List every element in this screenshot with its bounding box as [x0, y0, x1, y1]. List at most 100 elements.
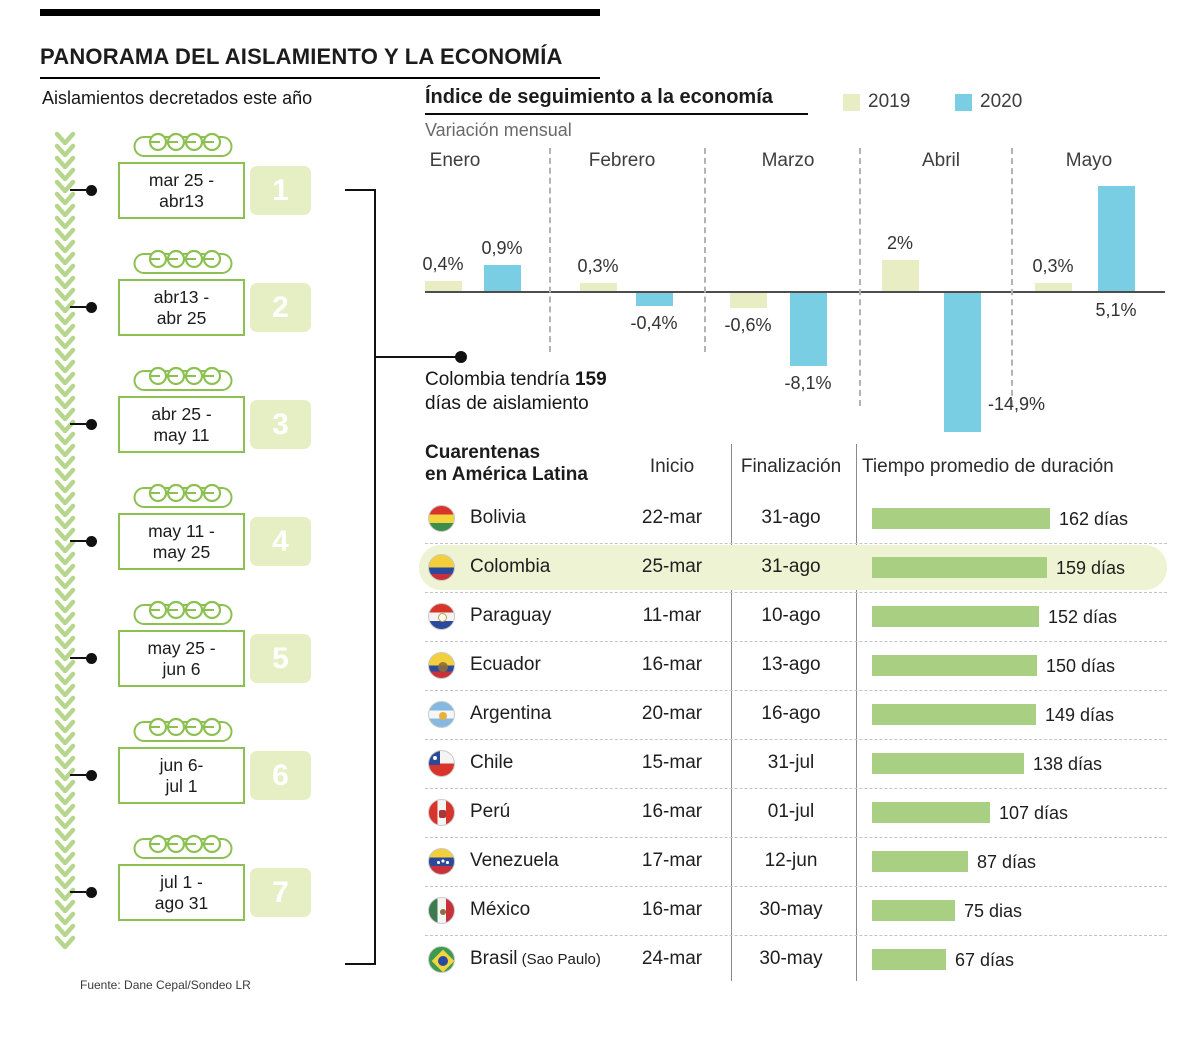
timeline-step-number: 2 — [250, 283, 311, 332]
flag-chile-icon — [428, 750, 455, 777]
timeline-connector-dash — [70, 891, 86, 893]
table-row-separator — [425, 592, 1167, 593]
callout-text: Colombia tendría 159 días de aislamiento — [425, 368, 607, 416]
source-note: Fuente: Dane Cepal/Sondeo LR — [80, 978, 251, 992]
chart-bar-value-label: -0,6% — [724, 315, 772, 335]
duration-bar — [872, 557, 1047, 578]
economy-chart-subtitle: Variación mensual — [425, 120, 572, 140]
page-title: PANORAMA DEL AISLAMIENTO Y LA ECONOMÍA — [40, 44, 563, 69]
timeline-date-box: jul 1 - ago 31 — [118, 864, 245, 921]
timeline-coil-icon — [133, 713, 233, 743]
timeline-connector-dash — [70, 540, 86, 542]
duration-label: 159 días — [1056, 558, 1126, 578]
table-vertical-divider-2 — [856, 444, 857, 981]
duration-label: 152 días — [1048, 607, 1118, 627]
title-underline — [40, 77, 600, 79]
timeline-title: Aislamientos decretados este año — [42, 88, 313, 108]
inicio-value: 16-mar — [641, 801, 703, 822]
duration-label: 75 dias — [964, 901, 1023, 921]
timeline-coil-icon — [133, 245, 233, 275]
table-row-separator — [425, 837, 1167, 838]
inicio-value: 20-mar — [641, 703, 703, 724]
timeline-dot-icon — [86, 535, 97, 547]
timeline-step-number: 3 — [250, 400, 311, 449]
table-row-separator — [425, 935, 1167, 936]
table-row-separator — [425, 739, 1167, 740]
flag-colombia-icon — [428, 554, 455, 581]
column-header-duracion: Tiempo promedio de duración — [862, 456, 1114, 477]
flag-brasil-icon — [428, 946, 455, 973]
timeline-dot-icon — [86, 769, 97, 781]
connector-bottom — [345, 963, 376, 965]
timeline-connector-dash — [70, 774, 86, 776]
timeline-dot-icon — [86, 418, 97, 430]
timeline-dot-icon — [86, 301, 97, 313]
chart-bar-2019-abril — [882, 260, 919, 291]
connector-branch — [374, 356, 458, 358]
timeline-date-box: may 11 - may 25 — [118, 513, 245, 570]
duration-label: 107 días — [999, 803, 1069, 823]
timeline-date-box: jun 6- jul 1 — [118, 747, 245, 804]
inicio-value: 16-mar — [641, 654, 703, 675]
chart-bar-value-label: 0,9% — [481, 238, 523, 258]
month-label: Enero — [429, 150, 481, 171]
finalizacion-value: 31-jul — [767, 752, 815, 773]
finalizacion-value: 10-ago — [761, 605, 821, 626]
duration-bar — [872, 949, 946, 970]
chart-bar-2019-marzo — [730, 293, 767, 308]
chart-bar-value-label: 5,1% — [1095, 300, 1137, 320]
legend-2019-label: 2019 — [868, 91, 911, 112]
legend-item-2019: 2019 — [843, 91, 910, 113]
legend-item-2020: 2020 — [955, 91, 1022, 113]
timeline-date-box: abr 25 - may 11 — [118, 396, 245, 453]
finalizacion-value: 01-jul — [767, 801, 815, 822]
flag-bolivia-icon — [428, 505, 455, 532]
flag-peru-icon — [428, 799, 455, 826]
duration-bar — [872, 508, 1050, 529]
flag-paraguay-icon — [428, 603, 455, 630]
timeline-coil-icon — [133, 128, 233, 158]
flag-venezuela-icon — [428, 848, 455, 875]
chart-bar-2019-mayo — [1035, 283, 1072, 291]
timeline-dot-icon — [86, 184, 97, 196]
callout-line1: Colombia tendría — [425, 369, 575, 390]
column-header-finalizacion: Finalización — [740, 456, 842, 477]
table-title-line1: Cuarentenas — [425, 442, 541, 463]
chart-bar-value-label: 0,4% — [422, 254, 464, 274]
table-title-line2: en América Latina — [425, 464, 588, 485]
economy-chart-title: Índice de seguimiento a la economía — [425, 86, 773, 108]
legend-2019-swatch-icon — [843, 93, 860, 111]
finalizacion-value: 31-ago — [761, 556, 821, 577]
country-name: Bolivia — [470, 507, 526, 528]
flag-ecuador-icon — [428, 652, 455, 679]
inicio-value: 16-mar — [641, 899, 703, 920]
duration-bar — [872, 851, 968, 872]
finalizacion-value: 30-may — [759, 948, 823, 969]
connector-vertical — [374, 189, 376, 965]
duration-label: 138 días — [1033, 754, 1103, 774]
duration-bar — [872, 753, 1024, 774]
chart-bar-2020-enero — [484, 265, 521, 291]
timeline-date-line1: abr 25 - — [151, 403, 212, 424]
duration-bar — [872, 704, 1036, 725]
country-name: Argentina — [470, 703, 552, 724]
chart-bar-value-label: 0,3% — [1032, 256, 1074, 276]
timeline-date-line2: may 11 — [153, 424, 210, 445]
timeline-step-number: 7 — [250, 868, 311, 917]
timeline-step-number: 6 — [250, 751, 311, 800]
inicio-value: 17-mar — [641, 850, 703, 871]
table-row-separator — [425, 788, 1167, 789]
duration-bar — [872, 606, 1039, 627]
table-row-separator — [425, 690, 1167, 691]
country-name: Chile — [470, 752, 514, 773]
chart-bar-value-label: 2% — [886, 233, 914, 253]
table-vertical-divider-1 — [731, 444, 732, 981]
timeline-date-box: mar 25 - abr13 — [118, 162, 245, 219]
table-row-separator — [425, 641, 1167, 642]
country-name: Colombia — [470, 556, 551, 577]
month-separator — [1011, 148, 1013, 406]
inicio-value: 15-mar — [641, 752, 703, 773]
timeline-date-line2: may 25 — [152, 541, 211, 562]
month-label: Mayo — [1065, 150, 1113, 171]
